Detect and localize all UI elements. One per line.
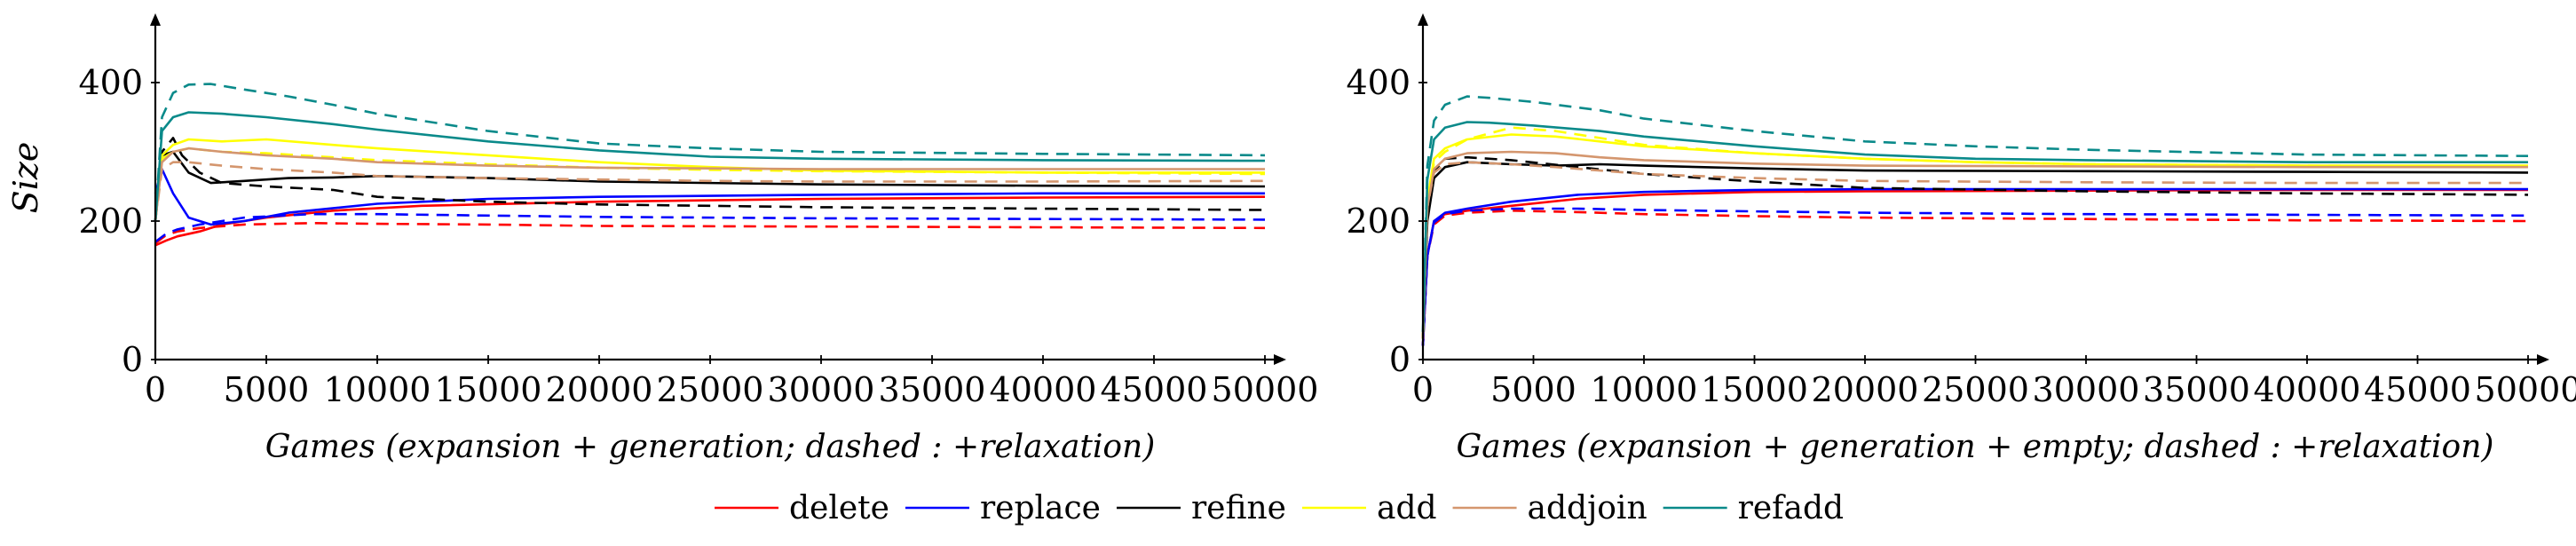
y-axis-arrow [150,13,161,26]
series-line-replace [154,168,1265,226]
x-tick-label: 45000 [1101,370,1208,409]
series-line-replace [1421,187,2528,346]
series-line-refine [1421,161,2529,339]
series-line-delete [154,195,1266,247]
legend-label-replace: replace [980,490,1101,526]
x-tick-label: 5000 [1490,370,1576,409]
y-axis-arrow [1418,13,1428,26]
series-line-add-dashed [154,146,1266,222]
y-tick-label: 400 [78,63,143,102]
y-tick-label: 400 [1346,63,1410,102]
series-line-refadd [1421,121,2528,332]
x-tick-label: 25000 [1922,370,2029,409]
x-tick-label: 25000 [657,370,764,409]
series-line-refine-dashed [1421,155,2529,339]
x-tick-label: 30000 [2033,370,2140,409]
x-tick-label: 40000 [2254,370,2361,409]
x-axis-label: Games (expansion + generation; dashed : … [265,429,1156,465]
series-line-addjoin [1421,150,2528,339]
series-line-delete-dashed [1421,210,2529,346]
legend-label-delete: delete [789,490,889,526]
x-tick-label: 0 [145,370,166,409]
series-line-replace-dashed [1421,207,2529,346]
x-tick-label: 30000 [768,370,875,409]
x-tick-label: 10000 [1591,370,1698,409]
series-line-delete-dashed [154,222,1266,245]
x-tick-label: 15000 [435,370,542,409]
legend-label-refadd: refadd [1738,490,1844,526]
x-tick-label: 0 [1412,370,1434,409]
plot-left: 0 5000 10000 15000 20000 25000 30000 35000 40000… [6,13,1318,465]
plot-right: 0 5000 10000 15000 20000 25000 30000 35000 40000… [1346,13,2576,465]
series-line-refadd-dashed [1421,95,2529,332]
x-tick-label: 10000 [324,370,431,409]
x-axis-label: Games (expansion + generation + empty; d… [1457,429,2494,465]
y-tick-label: 0 [122,340,143,379]
series-line-refine [154,150,1266,222]
legend-label-addjoin: addjoin [1528,490,1648,526]
series-line-replace-dashed [154,212,1266,243]
y-tick-label: 0 [1389,340,1410,379]
series-line-refadd-dashed [154,83,1266,222]
series-line-refadd [154,111,1266,222]
series-line-add-dashed [1421,126,2529,339]
x-tick-label: 15000 [1701,370,1808,409]
x-tick-label: 20000 [1812,370,1919,409]
x-tick-label: 5000 [224,370,310,409]
series-line-refine-dashed [154,137,1266,222]
legend-label-add: add [1377,490,1437,526]
y-tick-label: 200 [1346,202,1410,241]
x-axis-arrow [2537,354,2549,365]
y-axis-label: Size [6,142,45,214]
x-tick-label: 50000 [2475,370,2576,409]
y-tick-label: 200 [78,202,143,241]
x-tick-label: 50000 [1212,370,1319,409]
series-line-addjoin-dashed [154,161,1266,222]
legend: delete replace refine add addjoin refadd [715,490,1844,526]
x-tick-label: 40000 [990,370,1097,409]
x-tick-label: 45000 [2364,370,2471,409]
series-line-addjoin-dashed [1421,161,2528,339]
x-tick-label: 35000 [879,370,986,409]
x-axis-arrow [1274,354,1286,365]
series-line-delete [1421,188,2528,346]
x-tick-label: 20000 [546,370,653,409]
legend-label-refine: refine [1191,490,1286,526]
x-tick-label: 35000 [2143,370,2250,409]
series-line-addjoin [154,146,1265,222]
